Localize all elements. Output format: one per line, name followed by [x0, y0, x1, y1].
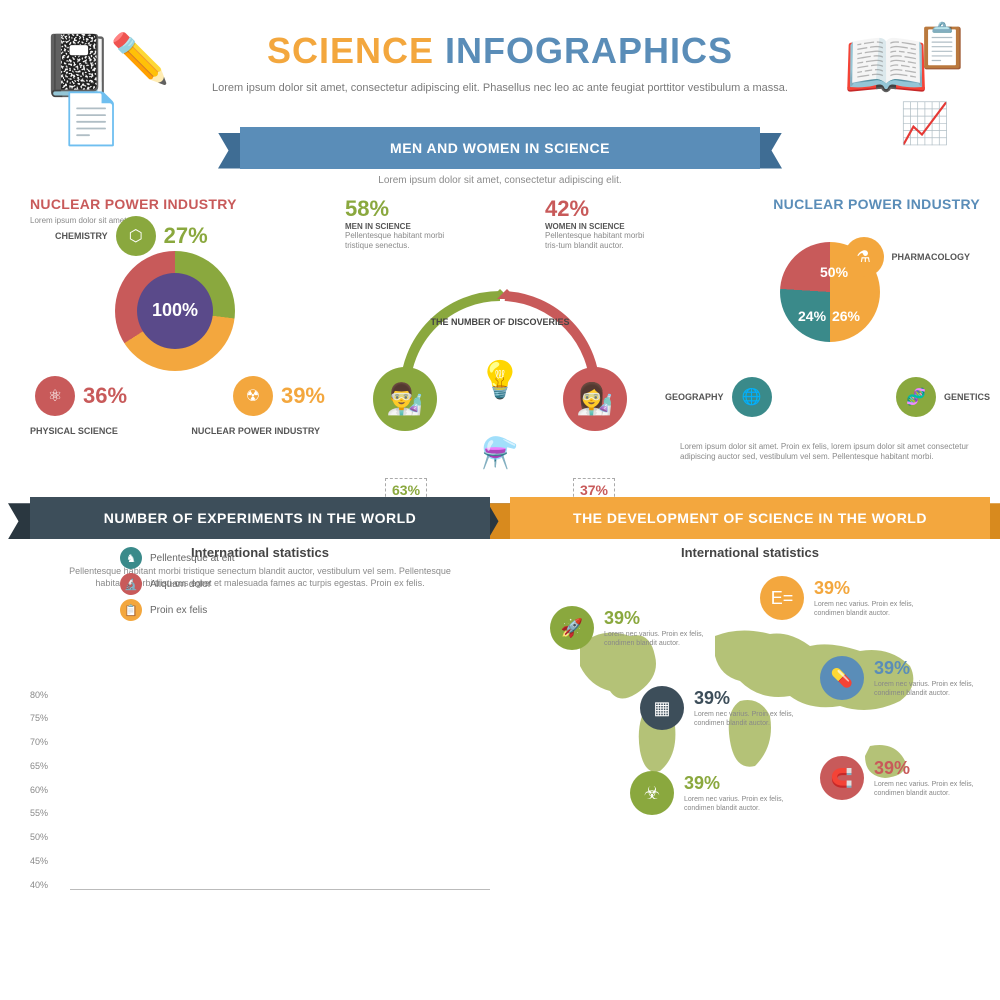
legend-item: ♞Pellentesque at elit — [120, 547, 235, 569]
development-panel: THE DEVELOPMENT OF SCIENCE IN THE WORLD … — [510, 477, 990, 889]
nuclear-right: NUCLEAR POWER INDUSTRY 50% 26% 24% ⚗ PHA… — [680, 196, 980, 463]
world-map: 🚀 39% Lorem nec varius. Proin ex felis, … — [510, 566, 990, 826]
right-title: NUCLEAR POWER INDUSTRY — [680, 196, 980, 212]
map-stat: 💊 39% Lorem nec varius. Proin ex felis, … — [820, 656, 990, 700]
pharmacology-icon: ⚗ — [844, 237, 884, 277]
discoveries-label: THE NUMBER OF DISCOVERIES — [335, 317, 665, 327]
exp-desc: Pellentesque habitant morbi tristique se… — [30, 566, 490, 589]
experiments-panel: NUMBER OF EXPERIMENTS IN THE WORLD Inter… — [30, 477, 490, 889]
left-title: NUCLEAR POWER INDUSTRY — [30, 196, 320, 212]
flask-icon: ⚗️ — [481, 436, 518, 471]
atom-icon: ⚛ — [35, 376, 75, 416]
clipboard-icon: 📋 — [915, 20, 970, 72]
pencil-icon: ✏️ — [110, 30, 170, 87]
geography-icon: 🌐 — [732, 377, 772, 417]
genetics-icon: 🧬 — [896, 377, 936, 417]
paper-icon: 📄 — [60, 90, 122, 149]
map-stat: 🧲 39% Lorem nec varius. Proin ex felis, … — [820, 756, 990, 800]
banner-men-women: MEN AND WOMEN IN SCIENCE — [240, 127, 760, 169]
bar-chart: 80%75%70%65%60%55%50%45%40% — [30, 690, 490, 890]
dev-stats-title: International statistics — [510, 545, 990, 560]
nuclear-left: NUCLEAR POWER INDUSTRY Lorem ipsum dolor… — [30, 196, 320, 463]
discoveries-section: 58% MEN IN SCIENCE Pellentesque habitant… — [335, 196, 665, 463]
chart-paper-icon: 📈 — [900, 100, 950, 147]
banner-experiments: NUMBER OF EXPERIMENTS IN THE WORLD — [30, 497, 490, 539]
legend-item: 🔬Aliquam dolor — [120, 573, 235, 595]
banner-sub: Lorem ipsum dolor sit amet, consectetur … — [0, 175, 1000, 186]
man-avatar: 👨‍🔬 — [373, 367, 437, 431]
woman-avatar: 👩‍🔬 — [563, 367, 627, 431]
mid-section: NUCLEAR POWER INDUSTRY Lorem ipsum dolor… — [0, 196, 1000, 463]
map-stat: E= 39% Lorem nec varius. Proin ex felis,… — [760, 576, 930, 620]
page-title: SCIENCE INFOGRAPHICS — [200, 30, 800, 72]
bulb-icon: 💡 — [478, 359, 523, 401]
map-stat: ▦ 39% Lorem nec varius. Proin ex felis, … — [640, 686, 810, 730]
legend-item: 📋Proin ex felis — [120, 599, 235, 621]
donut-chart: CHEMISTRY ⬡ 27% 100% ⚛ 36% ☢ 39% — [115, 251, 235, 371]
map-stat: ☣ 39% Lorem nec varius. Proin ex felis, … — [630, 771, 800, 815]
banner-development: THE DEVELOPMENT OF SCIENCE IN THE WORLD — [510, 497, 990, 539]
lower-section: NUMBER OF EXPERIMENTS IN THE WORLD Inter… — [0, 462, 1000, 889]
right-footer: Lorem ipsum dolor sit amet. Proin ex fel… — [680, 442, 980, 463]
chemistry-icon: ⬡ — [116, 216, 156, 256]
radiation-icon: ☢ — [233, 376, 273, 416]
exp-stats-title: International statistics — [30, 545, 490, 560]
donut-center: 100% — [137, 273, 213, 349]
map-stat: 🚀 39% Lorem nec varius. Proin ex felis, … — [550, 606, 720, 650]
page-subtitle: Lorem ipsum dolor sit amet, consectetur … — [200, 80, 800, 97]
chart-legend: ♞Pellentesque at elit 🔬Aliquam dolor 📋Proi… — [120, 547, 235, 621]
